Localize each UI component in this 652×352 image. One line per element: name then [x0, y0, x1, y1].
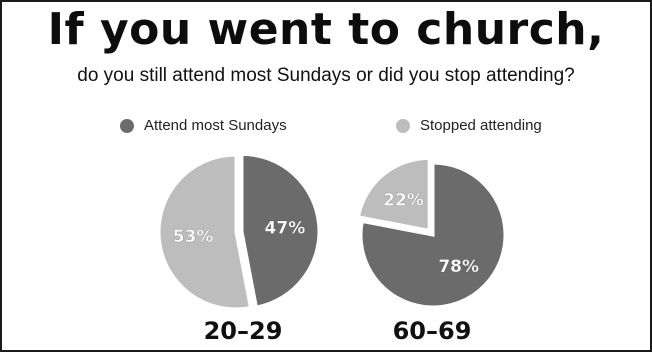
legend-item-stopped: Stopped attending — [396, 117, 542, 134]
legend-item-attend: Attend most Sundays — [120, 117, 287, 134]
pie-slice-1-1 — [356, 156, 431, 233]
legend-swatch-attend — [120, 118, 134, 133]
pie-label-0-0: 47% — [265, 218, 306, 238]
pie-label-0-1: 53% — [173, 227, 214, 247]
pie-title-60-69: 60–69 — [392, 317, 472, 345]
pie-slice-1-0 — [359, 161, 507, 309]
legend-swatch-stopped — [396, 118, 410, 133]
pie-title-20-29: 20–29 — [203, 317, 283, 345]
pie-slice-0-0 — [240, 152, 321, 309]
pie-slice-0-1 — [157, 153, 253, 311]
chart-subtitle: do you still attend most Sundays or did … — [77, 65, 575, 86]
pie-label-1-0: 78% — [438, 257, 479, 277]
legend-label-attend: Attend most Sundays — [144, 117, 287, 134]
legend-label-stopped: Stopped attending — [420, 117, 542, 134]
chart-title: If you went to church, — [47, 4, 605, 55]
pie-label-1-1: 22% — [383, 190, 424, 210]
